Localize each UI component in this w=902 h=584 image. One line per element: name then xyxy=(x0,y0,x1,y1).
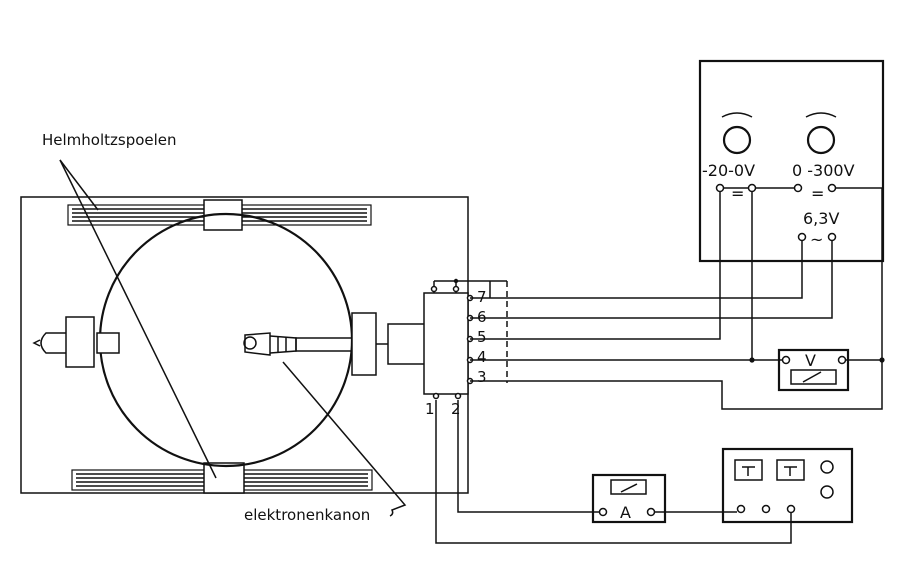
ac-symbol: ~ xyxy=(810,230,823,249)
electron-gun-leader xyxy=(282,361,407,517)
voltmeter xyxy=(777,348,850,392)
glass-bulb xyxy=(98,212,354,468)
pin-6: 6 xyxy=(477,308,487,326)
tube-socket xyxy=(423,280,508,400)
helmholtz-coil-top xyxy=(67,199,372,231)
electron-gun-label: elektronenkanon xyxy=(244,506,370,524)
helmholtz-coil-bottom xyxy=(71,462,373,494)
knob-low-voltage[interactable] xyxy=(722,125,752,155)
dc-symbol-high: = xyxy=(811,184,824,203)
helmholtz-leaders xyxy=(59,159,217,479)
ammeter-symbol: A xyxy=(620,503,631,522)
tube-left-neck xyxy=(32,316,120,368)
coil-power-supply xyxy=(721,447,854,524)
dc-symbol-low: = xyxy=(731,184,744,203)
knob-high-voltage[interactable] xyxy=(806,125,836,155)
pin-1: 1 xyxy=(425,400,435,418)
range-high-label: 0 -300V xyxy=(792,161,855,180)
wiring xyxy=(435,187,885,544)
filament-label: 6,3V xyxy=(803,209,839,228)
coil-supply-knob-1[interactable] xyxy=(820,460,834,474)
power-supply xyxy=(698,59,885,263)
coil-supply-knob-2[interactable] xyxy=(820,485,834,499)
pin-3: 3 xyxy=(477,368,487,386)
pin-2: 2 xyxy=(451,400,461,418)
ammeter xyxy=(591,473,667,524)
pin-4: 4 xyxy=(477,348,487,366)
electron-gun xyxy=(243,312,440,376)
voltmeter-symbol: V xyxy=(805,351,816,370)
range-low-label: -20-0V xyxy=(702,161,755,180)
helmholtz-label: Helmholtzspoelen xyxy=(42,131,177,149)
pin-7: 7 xyxy=(477,288,487,306)
pin-5: 5 xyxy=(477,328,487,346)
supply-terminals xyxy=(715,183,837,242)
